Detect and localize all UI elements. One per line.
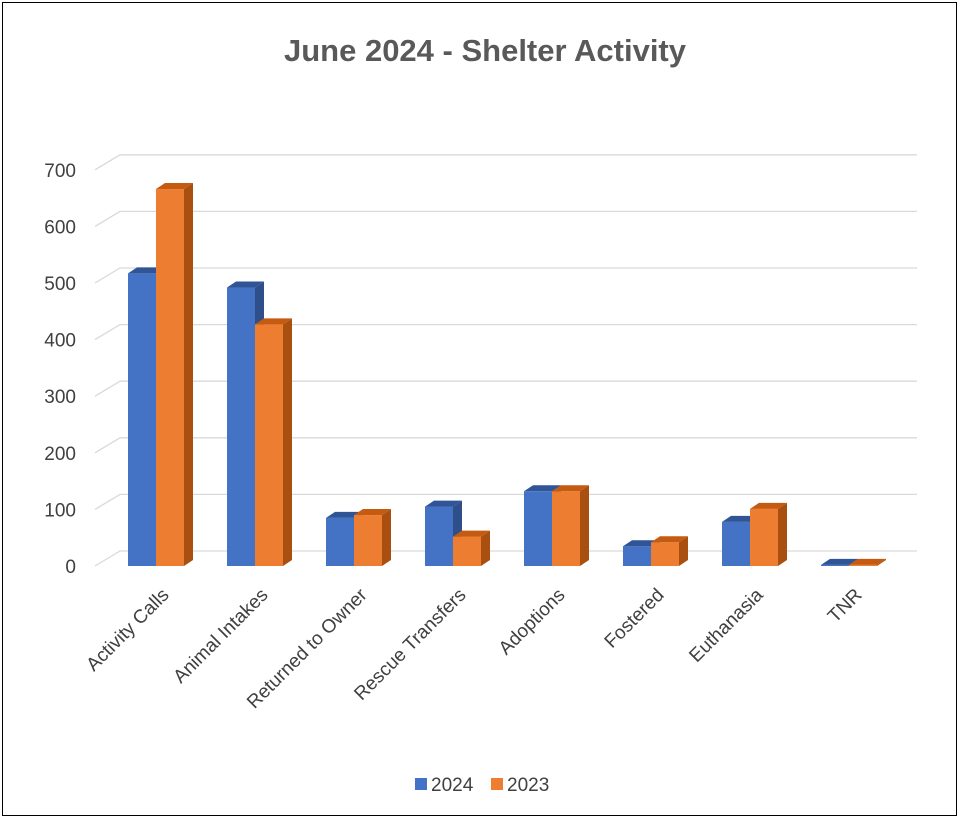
gridlines — [94, 154, 917, 567]
bar-rescue-transfers-2024 — [425, 500, 462, 566]
legend-label-2023: 2023 — [507, 775, 549, 796]
gridline — [94, 380, 917, 397]
bar-activity-calls-2023 — [156, 183, 193, 566]
gridline — [94, 437, 917, 454]
x-tick-label: Activity Calls — [83, 585, 174, 676]
bar-animal-intakes-2023 — [255, 318, 292, 566]
legend-label-2024: 2024 — [431, 775, 474, 796]
y-tick-label: 200 — [44, 444, 76, 465]
bar-adoptions-2023 — [552, 485, 589, 566]
x-tick-label: Rescue Transfers — [350, 585, 470, 705]
gridline — [94, 210, 917, 227]
gridline — [94, 493, 917, 510]
gridline — [94, 154, 917, 171]
bar-rescue-transfers-2023 — [453, 530, 490, 566]
y-tick-label: 300 — [44, 387, 76, 408]
bars — [128, 183, 886, 566]
x-tick-label: Animal Intakes — [170, 585, 273, 688]
legend-swatch-2023 — [491, 778, 503, 790]
bar-fostered-2023 — [651, 536, 688, 566]
y-tick-label: 0 — [65, 557, 76, 578]
gridline — [94, 550, 917, 567]
x-tick-label: Euthanasia — [685, 584, 767, 666]
x-tick-label: Adoptions — [495, 585, 570, 660]
y-tick-label: 100 — [44, 500, 76, 521]
y-axis-ticks: 0 100 200 300 400 500 600 700 — [44, 161, 76, 578]
bar-euthanasia-2023 — [750, 502, 787, 566]
legend-swatch-2024 — [415, 778, 427, 790]
y-tick-label: 500 — [44, 274, 76, 295]
y-tick-label: 400 — [44, 331, 76, 352]
gridline — [94, 323, 917, 341]
y-tick-label: 600 — [44, 217, 76, 238]
bar-tnr-2023 — [849, 558, 886, 566]
x-tick-label: TNR — [824, 585, 866, 627]
bar-returned-to-owner-2023 — [354, 509, 391, 566]
gridline — [94, 267, 917, 284]
y-tick-label: 700 — [44, 161, 76, 182]
chart-title: June 2024 - Shelter Activity — [284, 33, 687, 68]
x-tick-label: Fostered — [601, 585, 669, 653]
legend: 2024 2023 — [415, 775, 549, 796]
